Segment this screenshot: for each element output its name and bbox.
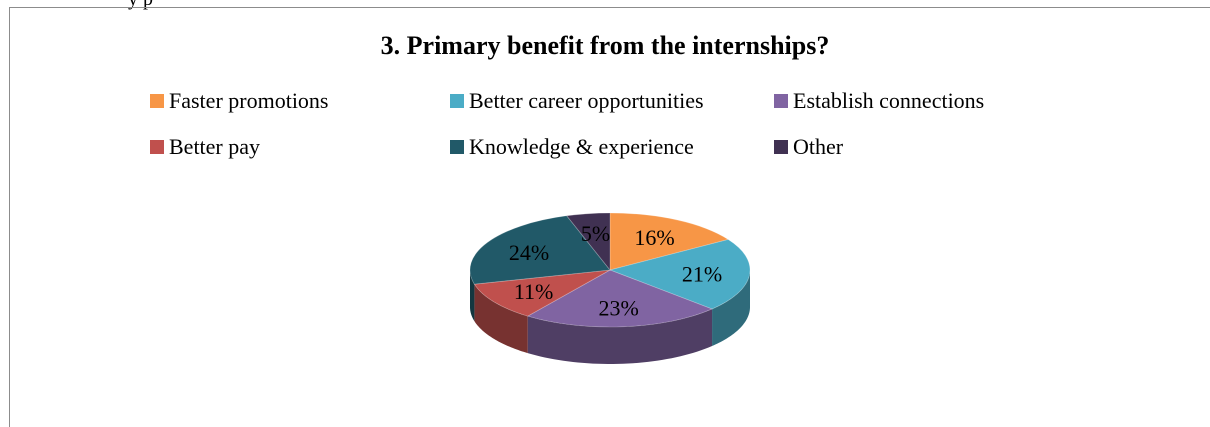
chart-area — [9, 7, 1210, 427]
legend-label: Knowledge & experience — [469, 134, 694, 159]
legend-swatch — [150, 140, 164, 154]
data-label-2: 23% — [599, 296, 639, 321]
page-text: y p — [128, 0, 153, 11]
legend-label: Faster promotions — [169, 88, 329, 113]
pie-slice-4 — [469, 215, 611, 285]
legend-item-faster-promotions: Faster promotions — [150, 86, 329, 116]
pie-slice-side-1 — [712, 270, 750, 347]
pie-slice-2 — [526, 269, 714, 328]
pie-top — [469, 212, 751, 328]
pie-slice-3 — [473, 269, 611, 317]
pie-slice-0 — [609, 212, 730, 271]
data-label-4: 24% — [509, 240, 549, 265]
pie-labels: 16% 21% 23% 11% 24% 5% — [509, 221, 722, 321]
pie-slice-side-3 — [474, 284, 528, 354]
pie-slice-side-4 — [470, 270, 475, 322]
data-label-3: 11% — [514, 279, 554, 304]
legend-swatch — [774, 140, 788, 154]
pie-sides — [470, 270, 750, 364]
chart-title: 3. Primary benefit from the internships? — [380, 31, 830, 60]
legend-item-establish-connections: Establish connections — [774, 86, 984, 116]
legend-label: Establish connections — [793, 88, 985, 113]
pie-slice-5 — [565, 212, 611, 272]
pie-slice-1 — [608, 239, 751, 310]
legend-swatch — [150, 94, 164, 108]
chart-legend: Faster promotions Better career opportun… — [150, 86, 1080, 166]
legend-swatch — [450, 94, 464, 108]
legend-label: Better pay — [169, 134, 261, 159]
page-text-fragment: y p — [0, 0, 1210, 16]
legend-item-better-career-opportunities: Better career opportunities — [450, 86, 704, 116]
legend-item-knowledge-experience: Knowledge & experience — [450, 132, 694, 162]
legend-swatch — [774, 94, 788, 108]
legend-label: Other — [793, 134, 844, 159]
legend-swatch — [450, 140, 464, 154]
data-label-5: 5% — [581, 221, 610, 246]
data-label-1: 21% — [682, 262, 722, 287]
pie-slice-side-2 — [527, 309, 713, 364]
legend-item-other: Other — [774, 132, 843, 162]
data-label-0: 16% — [634, 225, 674, 250]
legend-label: Better career opportunities — [469, 88, 704, 113]
legend-item-better-pay: Better pay — [150, 132, 260, 162]
